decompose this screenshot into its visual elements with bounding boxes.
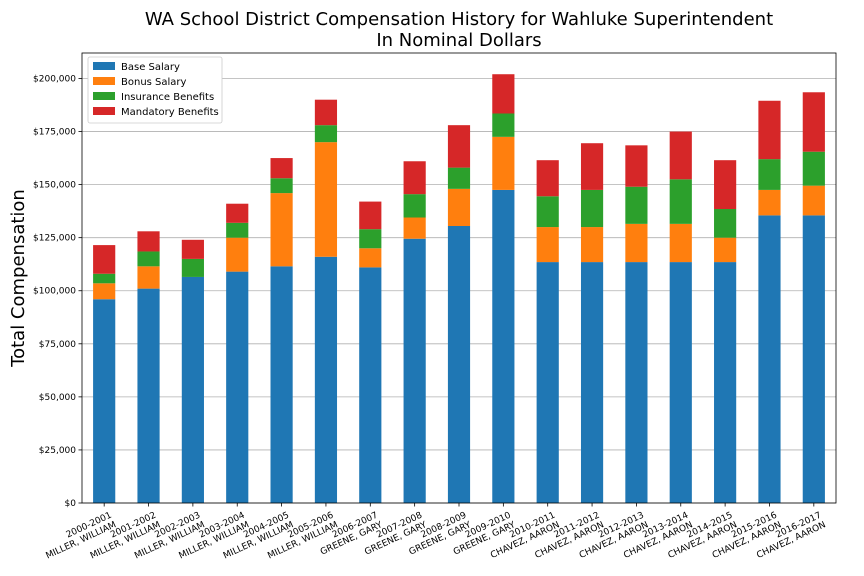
y-tick-label: $125,000 [33, 234, 76, 244]
bar-segment [714, 209, 737, 238]
bar-segment [93, 273, 116, 284]
bar-segment [359, 229, 382, 249]
bar-segment [580, 143, 604, 190]
legend-label: Insurance Benefits [121, 92, 214, 103]
legend-label: Mandatory Benefits [121, 107, 219, 118]
bar-segment [669, 131, 692, 180]
bar-segment [359, 201, 382, 230]
bar-segment [359, 267, 382, 503]
bar-segment [580, 227, 604, 263]
y-tick-label: $0 [65, 499, 77, 509]
bar-segment [714, 262, 737, 503]
bar-segment [758, 215, 781, 503]
chart-title: WA School District Compensation History … [145, 9, 773, 30]
bar-segment [625, 145, 648, 187]
bar-segment [314, 256, 338, 503]
bar-segment [181, 276, 204, 503]
legend-swatch [93, 92, 115, 100]
bar-segment [93, 299, 116, 503]
bar-segment [758, 189, 781, 216]
bar-segment [492, 136, 515, 190]
bar-segment [536, 196, 559, 228]
bar-segment [536, 160, 559, 197]
bar-segment [270, 178, 293, 194]
x-axis-ticks: 2000-2001MILLER, WILLIAM2001-2002MILLER,… [45, 503, 828, 561]
bar-segment [137, 288, 160, 503]
legend-swatch [93, 62, 115, 70]
bar-segment [669, 262, 692, 503]
bar-segment [226, 222, 249, 238]
bar-segment [758, 100, 781, 160]
bar-segment [226, 203, 249, 223]
bar-segment [314, 125, 338, 143]
y-tick-label: $100,000 [33, 287, 76, 297]
y-axis-ticks: $0 $25,000 $50,000 $75,000 $100,000 $125,000 $… [33, 74, 82, 509]
bar-segment [669, 179, 692, 224]
bars [93, 74, 825, 503]
bar-segment [403, 194, 426, 218]
bar-segment [181, 239, 204, 259]
bar-segment [270, 266, 293, 503]
legend-box [87, 56, 223, 124]
legend: Base Salary Bonus Salary Insurance Benefit… [87, 56, 223, 124]
bar-segment [802, 151, 825, 186]
bar-segment [802, 215, 825, 503]
bar-segment [802, 92, 825, 152]
bar-segment [580, 189, 604, 228]
bar-segment [270, 193, 293, 267]
bar-segment [314, 99, 338, 126]
bar-segment [359, 248, 382, 268]
bar-segment [447, 225, 471, 503]
legend-swatch [93, 107, 115, 115]
y-tick-label: $150,000 [33, 181, 76, 191]
bar-segment [447, 125, 471, 168]
y-tick-label: $200,000 [33, 74, 76, 84]
legend-label: Bonus Salary [121, 77, 187, 88]
bar-segment [580, 262, 604, 503]
bar-segment [536, 262, 559, 503]
bar-segment [714, 160, 737, 210]
bar-segment [403, 238, 426, 503]
bar-segment [625, 186, 648, 224]
bar-segment [403, 217, 426, 239]
bar-segment [536, 227, 559, 263]
bar-segment [669, 223, 692, 263]
bar-segment [181, 258, 204, 277]
bar-segment [802, 185, 825, 216]
bar-segment [137, 266, 160, 289]
y-tick-label: $175,000 [33, 128, 76, 138]
y-axis-label: Total Compensation [8, 189, 29, 368]
bar-segment [226, 237, 249, 272]
y-tick-label: $75,000 [39, 340, 76, 350]
y-tick-label: $50,000 [39, 393, 76, 403]
bar-segment [137, 231, 160, 252]
bar-segment [93, 283, 116, 300]
bar-segment [226, 271, 249, 503]
y-tick-label: $25,000 [39, 446, 76, 456]
bar-segment [270, 158, 293, 179]
chart-subtitle: In Nominal Dollars [376, 30, 541, 51]
bar-segment [93, 245, 116, 274]
bar-segment [403, 161, 426, 195]
bar-segment [137, 251, 160, 267]
legend-swatch [93, 77, 115, 85]
legend-label: Base Salary [121, 62, 180, 73]
bar-segment [314, 142, 338, 257]
bar-segment [447, 167, 471, 189]
bar-segment [625, 262, 648, 503]
bar-segment [447, 188, 471, 226]
bar-segment [758, 159, 781, 190]
bar-segment [492, 189, 515, 503]
bar-segment [625, 223, 648, 263]
bar-segment [492, 74, 515, 114]
bar-segment [492, 113, 515, 137]
bar-segment [714, 237, 737, 263]
